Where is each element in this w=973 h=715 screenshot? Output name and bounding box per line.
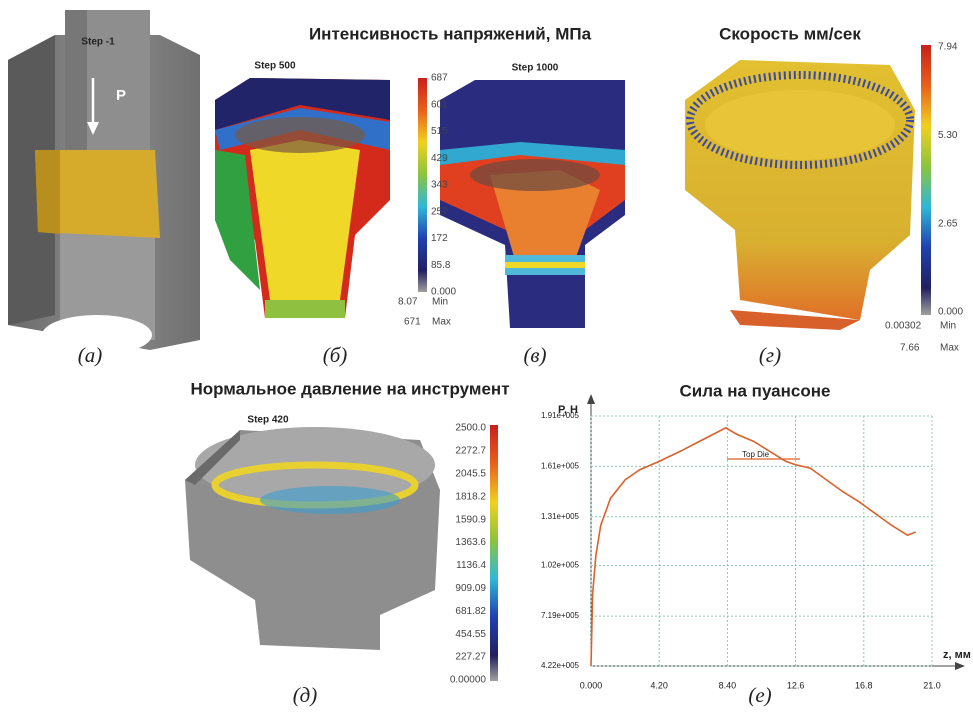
scale-label: 429 xyxy=(431,153,448,164)
scale-min-label: Min xyxy=(432,297,448,308)
scale-label: 227.27 xyxy=(455,652,486,663)
x-tick-label: 16.8 xyxy=(855,680,873,690)
x-axis-label: z, мм xyxy=(943,649,971,661)
line-series xyxy=(591,428,916,666)
chart-title: Сила на пуансоне xyxy=(680,381,831,400)
die-model xyxy=(8,10,200,355)
caption: (д) xyxy=(293,683,318,707)
velocity-title: Скорость мм/сек xyxy=(719,24,861,43)
scale-label: 172 xyxy=(431,233,448,244)
y-tick-label: 1.61e+005 xyxy=(541,462,580,471)
scale-label: 85.8 xyxy=(431,260,451,271)
scale-min-label: Min xyxy=(940,321,956,332)
x-tick-label: 12.6 xyxy=(787,680,805,690)
stress-model-500 xyxy=(215,78,390,318)
scale-label: 1818.2 xyxy=(455,491,486,502)
figure: Step -1 P Интенсивность напряжений, МПа … xyxy=(0,0,973,715)
scale-label: 2272.7 xyxy=(455,446,486,457)
stress-colorbar xyxy=(418,78,427,292)
stress-title: Интенсивность напряжений, МПа xyxy=(309,24,592,43)
y-tick-label: 1.31e+005 xyxy=(541,512,580,521)
scale-label: 2.65 xyxy=(938,218,958,229)
scale-max-label: Max xyxy=(432,317,451,328)
scale-label: 687 xyxy=(431,73,448,84)
scale-max-label: Max xyxy=(940,343,959,354)
step-label: Step 500 xyxy=(254,61,296,72)
scale-label: 0.00000 xyxy=(450,675,487,686)
caption: (г) xyxy=(759,343,781,367)
scale-label: 1136.4 xyxy=(456,560,486,571)
scale-label: 681.82 xyxy=(455,606,486,617)
force-label: P xyxy=(116,87,126,104)
x-tick-label: 0.000 xyxy=(580,680,603,690)
scale-label: 343 xyxy=(431,180,448,191)
scale-label: 5.30 xyxy=(938,130,958,141)
scale-label: 0.000 xyxy=(938,307,963,318)
caption: (б) xyxy=(323,343,348,367)
x-tick-label: 21.0 xyxy=(923,680,941,690)
step-label: Step 1000 xyxy=(512,63,559,74)
caption: (а) xyxy=(78,343,103,367)
step-label: Step 420 xyxy=(247,415,289,426)
scale-label: 1363.6 xyxy=(455,537,486,548)
x-axis-arrow xyxy=(955,662,965,670)
scale-label: 454.55 xyxy=(455,629,486,640)
caption: (в) xyxy=(523,343,546,367)
scale-label: 601 xyxy=(431,99,448,110)
scale-label: 1590.9 xyxy=(455,514,486,525)
y-axis-arrow xyxy=(587,394,595,404)
pressure-colorbar xyxy=(490,425,498,681)
scale-label: 0.000 xyxy=(431,287,456,298)
legend-label: Top Die xyxy=(742,450,770,459)
x-tick-label: 4.20 xyxy=(650,680,668,690)
velocity-model xyxy=(685,60,915,330)
pressure-title: Нормальное давление на инструмент xyxy=(190,379,509,398)
scale-label: 7.94 xyxy=(938,42,958,53)
scale-min: 8.07 xyxy=(398,297,418,308)
stress-model-1000 xyxy=(440,80,625,328)
scale-label: 909.09 xyxy=(455,583,486,594)
y-tick-label: 7.19e+005 xyxy=(541,611,580,620)
caption: (е) xyxy=(748,683,771,707)
step-label: Step -1 xyxy=(81,37,115,48)
scale-label: 515 xyxy=(431,126,448,137)
scale-max: 671 xyxy=(404,317,421,328)
pressure-model xyxy=(185,427,440,650)
x-tick-label: 8.40 xyxy=(719,680,737,690)
scale-label: 2500.0 xyxy=(455,423,486,434)
y-tick-label: 1.91e+005 xyxy=(541,411,580,420)
scale-min: 0.00302 xyxy=(885,321,922,332)
velocity-colorbar xyxy=(921,45,931,315)
scale-max: 7.66 xyxy=(900,343,920,354)
scale-label: 257 xyxy=(431,206,448,217)
y-tick-label: 4.22e+005 xyxy=(541,661,580,670)
y-tick-label: 1.02e+005 xyxy=(541,561,580,570)
scale-label: 2045.5 xyxy=(455,468,486,479)
